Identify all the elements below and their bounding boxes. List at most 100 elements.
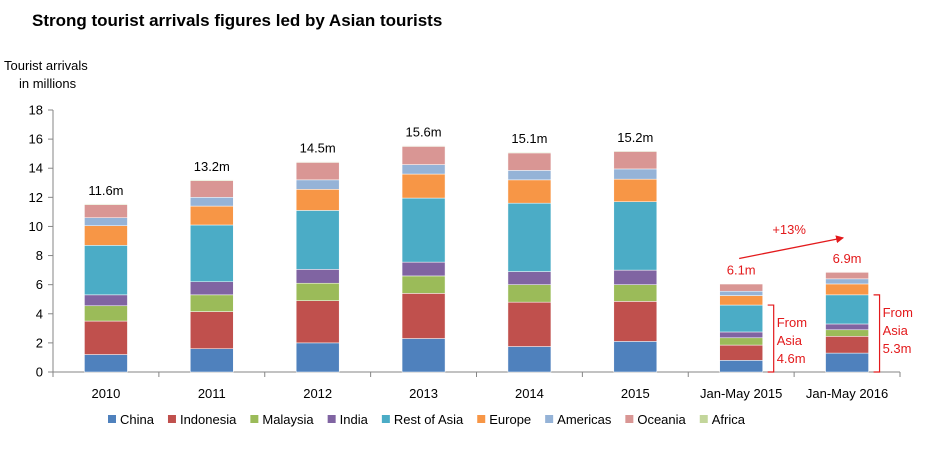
bar-segment-indonesia <box>295 300 340 344</box>
legend: China Indonesia Malaysia India Rest of Asia E… <box>108 412 746 427</box>
y-tick-label: 0 <box>36 365 43 380</box>
bar-segment-rest-of-asia <box>190 224 234 283</box>
bar-segment-china <box>295 342 340 373</box>
bar-segment-africa <box>295 161 340 163</box>
bar-segment-oceania <box>401 146 446 165</box>
bar-segment-india <box>825 323 869 331</box>
bar-segment-indonesia <box>613 301 658 342</box>
bar-segment-china <box>190 348 234 373</box>
bar-segment-europe <box>190 205 234 226</box>
legend-label: China <box>120 412 155 427</box>
annotations: +13% From Asia 4.6m From Asia 5.3m <box>739 222 913 373</box>
bars <box>84 145 869 373</box>
bar-segment-indonesia <box>401 293 446 339</box>
bar-total-label: 6.9m <box>833 251 862 266</box>
bar-segment-europe <box>613 178 658 202</box>
bar-segment-europe <box>401 173 446 199</box>
asia-note-line: 5.3m <box>883 341 912 356</box>
axes: 0 2 4 6 8 10 12 14 16 18 2010 2011 2012 2013 2014 2015 J… <box>29 103 901 401</box>
bar-segment-malaysia <box>295 282 340 301</box>
bar-segment-malaysia <box>84 305 128 322</box>
bar-segment-europe <box>825 283 869 296</box>
bar-segment-americas <box>825 278 869 285</box>
bar-segment-indonesia <box>719 344 763 361</box>
bar-segment-oceania <box>84 204 128 218</box>
growth-label: +13% <box>772 222 806 237</box>
bar-segment-americas <box>190 197 234 207</box>
bar-segment-rest-of-asia <box>613 201 658 271</box>
legend-swatch <box>545 415 554 423</box>
bar-segment-malaysia <box>507 284 552 303</box>
legend-swatch <box>625 415 634 423</box>
bar-total-label: 15.2m <box>617 130 653 145</box>
bar-total-label: 13.2m <box>194 159 230 174</box>
y-tick-label: 14 <box>29 161 43 176</box>
bar-segment-malaysia <box>401 275 446 294</box>
bar-segment-americas <box>507 170 552 181</box>
bar-segment-oceania <box>719 283 763 292</box>
x-tick-label: 2011 <box>198 386 226 401</box>
chart-title: Strong tourist arrivals figures led by A… <box>32 11 442 30</box>
bar-segment-oceania <box>613 151 658 170</box>
bar-segment-malaysia <box>719 337 763 346</box>
bar-segment-indonesia <box>84 320 128 355</box>
x-tick-label: Jan-May 2016 <box>806 386 888 401</box>
y-axis-label-line1: Tourist arrivals <box>4 58 88 73</box>
bar-total-labels: 11.6m 13.2m 14.5m 15.6m 15.1m 15.2m 6.1m 6.9m <box>88 125 861 278</box>
y-tick-label: 2 <box>36 335 43 350</box>
bar-segment-africa <box>84 203 128 205</box>
bar-segment-india <box>613 269 658 285</box>
bar-total-label: 14.5m <box>300 141 336 156</box>
bar-segment-americas <box>613 168 658 180</box>
bar-segment-rest-of-asia <box>719 304 763 333</box>
bar-segment-europe <box>84 225 128 246</box>
legend-swatch <box>327 415 336 423</box>
asia-note-line: Asia <box>777 333 803 348</box>
growth-arrow <box>739 235 845 260</box>
bar-segment-china <box>613 341 658 373</box>
bar-segment-oceania <box>507 152 552 171</box>
y-tick-label: 18 <box>29 103 43 118</box>
legend-label: Europe <box>489 412 531 427</box>
bar-segment-africa <box>401 145 446 147</box>
bar-segment-americas <box>84 217 128 226</box>
legend-label: India <box>340 412 369 427</box>
bar-segment-malaysia <box>825 329 869 337</box>
bar-segment-africa <box>507 151 552 154</box>
legend-label: Oceania <box>637 412 686 427</box>
y-axis-label-line2: in millions <box>19 76 77 91</box>
bar-total-label: 15.1m <box>511 131 547 146</box>
bar-segment-indonesia <box>190 311 234 349</box>
bar-segment-malaysia <box>190 294 234 312</box>
bar-segment-india <box>190 281 234 296</box>
legend-swatch <box>381 415 390 423</box>
bar-segment-india <box>401 261 446 277</box>
y-tick-label: 12 <box>29 190 43 205</box>
x-tick-label: Jan-May 2015 <box>700 386 782 401</box>
bar-segment-europe <box>295 189 340 211</box>
legend-swatch <box>477 415 486 423</box>
bar-segment-rest-of-asia <box>295 210 340 270</box>
asia-note-line: 4.6m <box>777 351 806 366</box>
bar-segment-india <box>84 294 128 307</box>
bar-segment-rest-of-asia <box>84 245 128 296</box>
bar-segment-oceania <box>190 180 234 198</box>
bar-segment-americas <box>401 164 446 175</box>
y-tick-label: 6 <box>36 277 43 292</box>
bar-segment-europe <box>507 179 552 204</box>
bar-segment-china <box>401 338 446 373</box>
bar-segment-china <box>84 354 128 373</box>
bar-segment-africa <box>190 179 234 181</box>
y-tick-label: 10 <box>29 219 43 234</box>
legend-swatch <box>108 415 116 423</box>
bar-segment-malaysia <box>613 284 658 302</box>
asia-note-line: From <box>883 305 913 320</box>
bar-segment-rest-of-asia <box>507 202 552 272</box>
bar-total-label: 6.1m <box>727 263 756 278</box>
asia-note-line: Asia <box>883 323 909 338</box>
legend-label: Rest of Asia <box>394 412 464 427</box>
bar-segment-americas <box>295 179 340 190</box>
bar-segment-americas <box>719 290 763 296</box>
bar-segment-rest-of-asia <box>401 197 446 263</box>
